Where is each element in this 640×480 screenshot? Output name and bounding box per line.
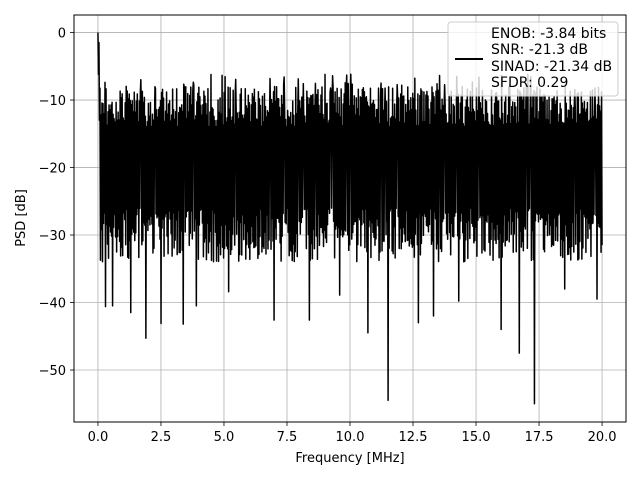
x-tick-label: 10.0 (336, 430, 365, 445)
legend: ENOB: -3.84 bits SNR: -21.3 dB SINAD: -2… (447, 21, 619, 97)
legend-entry: SINAD: -21.34 dB (491, 59, 612, 75)
x-tick-label: 12.5 (399, 430, 428, 445)
x-tick-label: 0.0 (88, 430, 109, 445)
psd-series-line (97, 32, 603, 405)
y-tick-label: −10 (39, 94, 66, 109)
x-tick-label: 20.0 (588, 430, 617, 445)
legend-entry: SFDR: 0.29 (491, 75, 568, 91)
legend-entry: ENOB: -3.84 bits (491, 26, 606, 42)
y-tick-label: −50 (39, 364, 66, 379)
y-tick-label: 0 (58, 27, 66, 42)
y-axis-ticks: 0 −10 −20 −30 −40 −50 (39, 27, 74, 379)
series-layer (97, 32, 603, 405)
legend-entry: SNR: -21.3 dB (491, 42, 588, 58)
y-tick-label: −20 (39, 162, 66, 177)
x-axis-label: Frequency [MHz] (295, 451, 404, 466)
y-tick-label: −30 (39, 229, 66, 244)
y-tick-label: −40 (39, 297, 66, 312)
x-tick-label: 2.5 (151, 430, 172, 445)
x-tick-label: 7.5 (277, 430, 298, 445)
x-tick-label: 5.0 (214, 430, 235, 445)
y-axis-label: PSD [dB] (14, 189, 29, 247)
x-tick-label: 15.0 (462, 430, 491, 445)
x-tick-label: 17.5 (525, 430, 554, 445)
x-axis-ticks: 0.0 2.5 5.0 7.5 10.0 12.5 15.0 17.5 20.0 (88, 422, 617, 445)
legend-box (447, 21, 619, 97)
